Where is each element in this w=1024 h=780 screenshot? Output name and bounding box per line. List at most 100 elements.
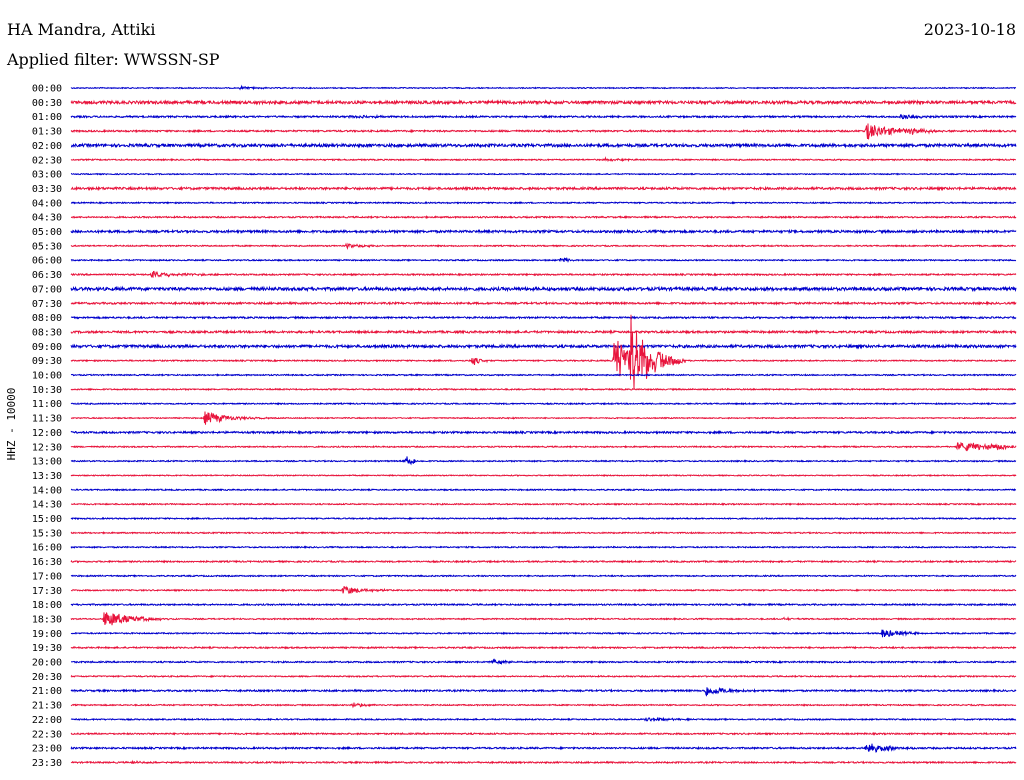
trace-line	[70, 401, 1017, 406]
row-time-label: 20:00	[32, 658, 62, 669]
row-time-label: 08:30	[32, 327, 62, 338]
row-time-label: 14:30	[32, 500, 62, 511]
trace-line	[70, 488, 1017, 492]
row-time-label: 10:30	[32, 385, 62, 396]
row-time-label: 04:00	[32, 198, 62, 209]
trace-line	[70, 731, 1017, 736]
trace-line	[70, 200, 1017, 205]
row-time-label: 01:30	[32, 127, 62, 138]
row-time-label: 03:30	[32, 184, 62, 195]
trace-line	[70, 502, 1017, 506]
trace-line	[70, 602, 1017, 607]
row-time-label: 07:00	[32, 284, 62, 295]
trace-line	[70, 215, 1017, 220]
row-time-label: 04:30	[32, 213, 62, 224]
trace-line	[70, 156, 1017, 163]
row-time-label: 12:00	[32, 428, 62, 439]
row-time-label: 22:00	[32, 715, 62, 726]
row-time-label: 20:30	[32, 672, 62, 683]
row-time-label: 19:00	[32, 629, 62, 640]
trace-line	[70, 759, 1017, 765]
trace-line	[70, 285, 1017, 293]
trace-line	[70, 686, 1017, 697]
trace-line	[70, 530, 1017, 535]
trace-line	[70, 411, 1017, 425]
trace-line	[70, 373, 1017, 377]
trace-line	[70, 559, 1017, 564]
trace-line	[70, 612, 1017, 626]
channel-label: HHZ - 10000	[5, 388, 18, 461]
trace-line	[70, 185, 1017, 192]
trace-line	[70, 142, 1017, 149]
trace-rows: 00:00 00:30 01:00 01:30 02:00 02:30 03:00 03:30…	[32, 84, 1017, 769]
trace-line	[70, 123, 1017, 140]
row-time-label: 00:30	[32, 98, 62, 109]
trace-line	[70, 387, 1017, 392]
trace-line	[70, 113, 1017, 120]
row-time-label: 11:00	[32, 399, 62, 410]
row-time-label: 12:30	[32, 442, 62, 453]
trace-line	[70, 545, 1017, 550]
row-time-label: 22:30	[32, 729, 62, 740]
row-time-label: 21:00	[32, 686, 62, 697]
trace-line	[70, 99, 1017, 106]
row-time-label: 08:00	[32, 313, 62, 324]
row-time-label: 03:00	[32, 170, 62, 181]
row-time-label: 23:00	[32, 744, 62, 755]
trace-line	[70, 329, 1017, 335]
row-time-label: 15:00	[32, 514, 62, 525]
trace-line	[70, 702, 1017, 709]
row-time-label: 06:30	[32, 270, 62, 281]
row-time-label: 10:00	[32, 371, 62, 382]
trace-line	[70, 473, 1017, 478]
row-time-label: 13:30	[32, 471, 62, 482]
row-time-label: 18:00	[32, 600, 62, 611]
trace-line	[70, 270, 1017, 278]
row-time-label: 17:00	[32, 571, 62, 582]
trace-line	[70, 716, 1017, 722]
trace-line	[70, 674, 1017, 679]
station-title: HA Mandra, Attiki	[7, 20, 156, 39]
row-time-label: 21:30	[32, 701, 62, 712]
trace-line	[70, 343, 1017, 350]
trace-line	[70, 645, 1017, 650]
trace-line	[70, 300, 1017, 306]
filter-label: Applied filter: WWSSN-SP	[7, 50, 220, 69]
row-time-label: 15:30	[32, 528, 62, 539]
row-time-label: 17:30	[32, 586, 62, 597]
row-time-label: 23:30	[32, 758, 62, 769]
row-time-label: 02:30	[32, 155, 62, 166]
row-time-label: 00:00	[32, 84, 62, 95]
trace-line	[70, 516, 1017, 521]
date-label: 2023-10-18	[923, 20, 1016, 39]
trace-line	[70, 228, 1017, 235]
row-time-label: 11:30	[32, 414, 62, 425]
trace-line	[70, 574, 1017, 578]
row-time-label: 05:00	[32, 227, 62, 238]
trace-line	[70, 256, 1017, 263]
trace-line	[70, 314, 1017, 389]
row-time-label: 05:30	[32, 241, 62, 252]
row-time-label: 16:00	[32, 543, 62, 554]
trace-line	[70, 429, 1017, 435]
row-time-label: 19:30	[32, 643, 62, 654]
trace-line	[70, 743, 1017, 753]
trace-line	[70, 658, 1017, 666]
row-time-label: 07:30	[32, 299, 62, 310]
row-time-label: 14:00	[32, 485, 62, 496]
trace-line	[70, 315, 1017, 320]
trace-line	[70, 629, 1017, 638]
trace-line	[70, 172, 1017, 176]
row-time-label: 18:30	[32, 614, 62, 625]
row-time-label: 13:00	[32, 457, 62, 468]
trace-line	[70, 456, 1017, 466]
trace-line	[70, 242, 1017, 250]
row-time-label: 09:30	[32, 356, 62, 367]
trace-line	[70, 585, 1017, 595]
row-time-label: 01:00	[32, 112, 62, 123]
trace-line	[70, 441, 1017, 452]
row-time-label: 16:30	[32, 557, 62, 568]
row-time-label: 02:00	[32, 141, 62, 152]
row-time-label: 06:00	[32, 256, 62, 267]
